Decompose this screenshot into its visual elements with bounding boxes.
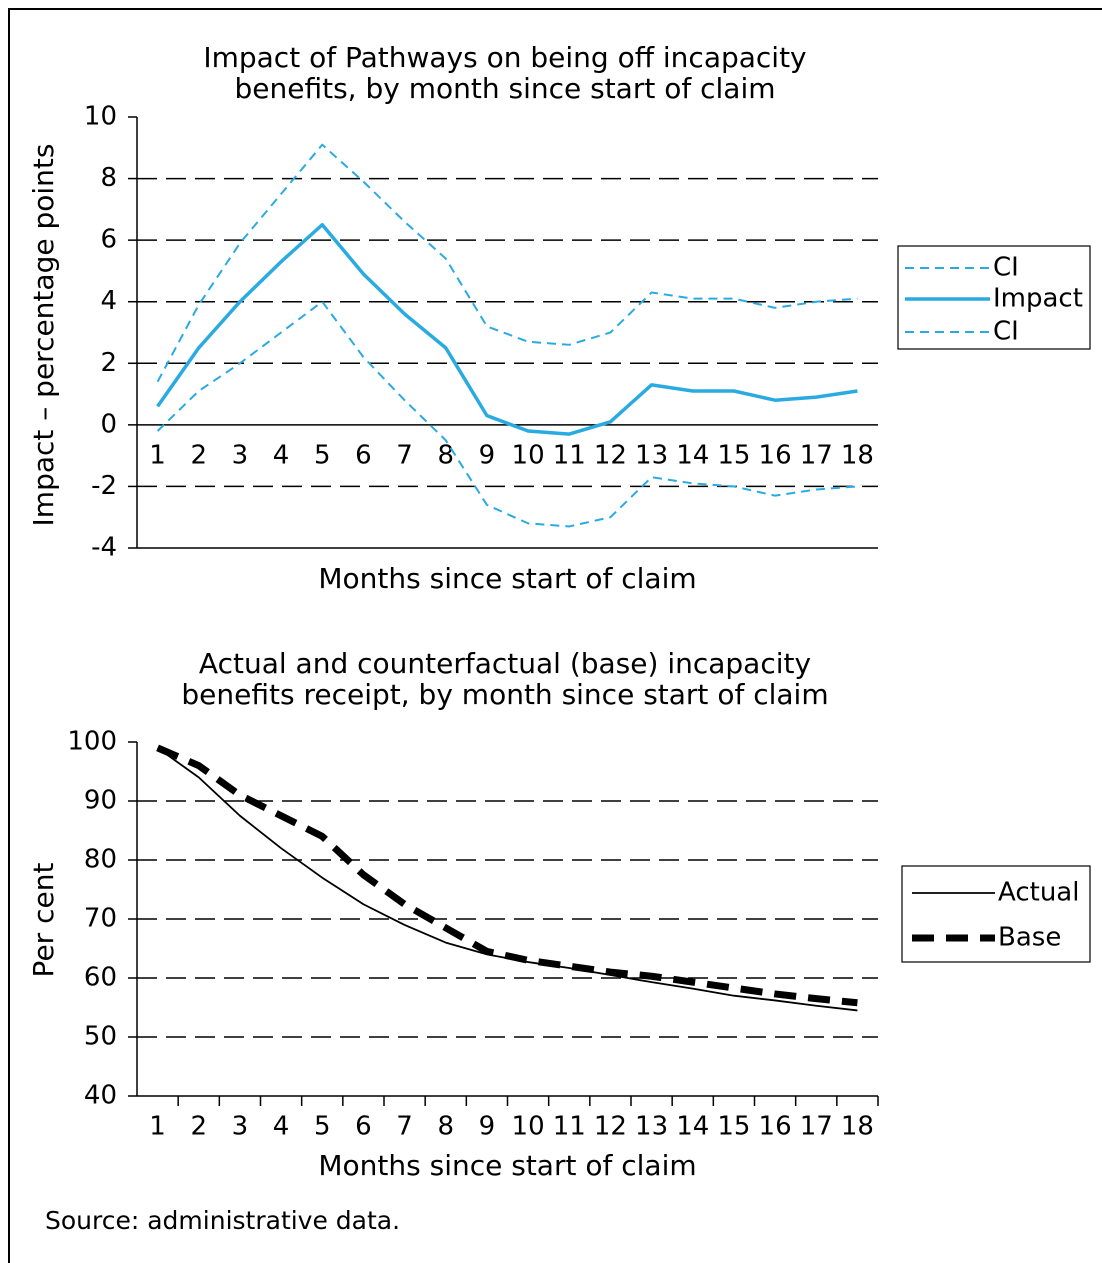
- x-tick-label: 18: [841, 1112, 874, 1142]
- x-tick-label: 8: [437, 1112, 454, 1142]
- data-line: [156, 143, 858, 383]
- y-axis-title: Per cent: [27, 863, 60, 978]
- y-tick-label: 60: [84, 963, 117, 993]
- x-tick-label: 17: [800, 440, 833, 470]
- x-axis-title: Months since start of claim: [318, 562, 696, 595]
- chart-title: Actual and counterfactual (base) incapac…: [181, 647, 829, 711]
- chart-title: Impact of Pathways on being off incapaci…: [203, 41, 807, 105]
- x-tick-label: 2: [190, 440, 207, 470]
- legend-label: Base: [998, 923, 1061, 953]
- x-tick-label: 16: [759, 1112, 792, 1142]
- x-tick-label: 2: [190, 1112, 207, 1142]
- x-tick-label: 6: [355, 1112, 372, 1142]
- legend-label: Actual: [998, 878, 1079, 908]
- x-tick-label: 14: [676, 440, 709, 470]
- x-tick-label: 1: [149, 440, 166, 470]
- source-note: Source: administrative data.: [45, 1206, 400, 1235]
- y-tick-label: 100: [67, 727, 117, 757]
- x-tick-label: 5: [314, 440, 331, 470]
- x-tick-label: 3: [232, 440, 249, 470]
- y-tick-label: 0: [100, 409, 117, 439]
- data-line: [157, 747, 858, 1012]
- x-tick-label: 12: [594, 1112, 627, 1142]
- x-tick-label: 7: [396, 1112, 413, 1142]
- y-tick-label: 10: [84, 102, 117, 132]
- legend-label: CI: [993, 253, 1019, 283]
- x-axis-title: Months since start of claim: [318, 1149, 696, 1182]
- x-tick-label: 6: [355, 440, 372, 470]
- x-tick-label: 8: [437, 440, 454, 470]
- legend-box: [901, 865, 1091, 963]
- data-line: [156, 223, 858, 436]
- y-tick-label: 8: [100, 163, 117, 193]
- y-tick-label: -2: [91, 471, 117, 501]
- x-tick-label: 9: [479, 440, 496, 470]
- x-tick-label: 1: [149, 1112, 166, 1142]
- y-tick-label: 6: [100, 225, 117, 255]
- y-tick-label: 4: [100, 286, 117, 316]
- x-tick-label: 5: [314, 1112, 331, 1142]
- x-tick-label: 4: [273, 440, 290, 470]
- y-tick-label: 40: [84, 1081, 117, 1111]
- x-tick-label: 4: [273, 1112, 290, 1142]
- x-tick-label: 15: [717, 1112, 750, 1142]
- y-tick-label: 80: [84, 845, 117, 875]
- y-tick-label: 2: [100, 348, 117, 378]
- x-tick-label: 9: [479, 1112, 496, 1142]
- x-tick-label: 13: [635, 1112, 668, 1142]
- x-tick-label: 11: [553, 440, 586, 470]
- x-tick-label: 18: [841, 440, 874, 470]
- y-tick-label: 50: [84, 1022, 117, 1052]
- x-tick-label: 11: [553, 1112, 586, 1142]
- x-tick-label: 13: [635, 440, 668, 470]
- frame: [8, 8, 1102, 1263]
- x-tick-label: 17: [800, 1112, 833, 1142]
- y-tick-label: 90: [84, 786, 117, 816]
- x-tick-label: 10: [512, 440, 545, 470]
- data-line: [156, 744, 858, 1007]
- x-tick-label: 7: [396, 440, 413, 470]
- x-tick-label: 14: [676, 1112, 709, 1142]
- x-tick-label: 12: [594, 440, 627, 470]
- y-tick-label: 70: [84, 904, 117, 934]
- legend-label: CI: [993, 317, 1019, 347]
- data-line: [156, 300, 858, 528]
- legend-label: Impact: [993, 284, 1083, 314]
- y-axis-title: Impact – percentage points: [27, 144, 60, 527]
- x-tick-label: 16: [759, 440, 792, 470]
- x-tick-label: 3: [232, 1112, 249, 1142]
- x-tick-label: 10: [512, 1112, 545, 1142]
- y-tick-label: -4: [91, 533, 117, 563]
- x-tick-label: 15: [717, 440, 750, 470]
